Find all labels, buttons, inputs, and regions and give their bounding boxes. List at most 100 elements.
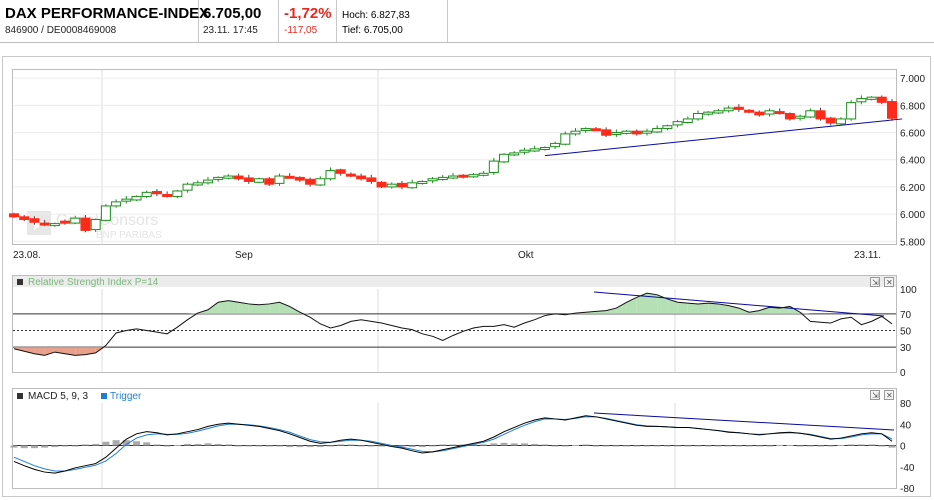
candle-up — [856, 98, 867, 103]
macd-legend-swatch — [17, 393, 23, 399]
macd-y-tick-label: 0 — [900, 442, 906, 453]
candle-down — [825, 117, 836, 124]
macd-panel: MACD 5, 9, 3 Trigger ⇲ ✕ 80 40 0 -40 -80 — [10, 388, 915, 495]
candle-up — [437, 176, 448, 181]
rsi-oversold-fill — [65, 347, 76, 356]
candle-up — [764, 110, 775, 115]
macd-histogram-bar — [235, 445, 243, 447]
trigger-legend-label: Trigger — [110, 391, 142, 402]
expand-icon: ⇲ — [872, 391, 879, 400]
candle-up — [325, 170, 336, 180]
candle-down — [345, 173, 356, 177]
rsi-overbought-fill — [769, 307, 780, 314]
macd-histogram-bar — [663, 445, 671, 447]
macd-histogram-bar — [878, 445, 886, 447]
macd-histogram-bar — [81, 444, 89, 446]
macd-histogram-bar — [265, 445, 273, 447]
macd-close-button[interactable] — [884, 390, 894, 400]
macd-histogram-bar — [204, 443, 212, 446]
candle-up — [468, 174, 479, 178]
price-cell — [199, 0, 279, 42]
candle-up — [100, 205, 111, 221]
macd-histogram-bar — [337, 444, 345, 446]
macd-histogram-bar — [623, 445, 631, 447]
candle-down — [366, 177, 377, 182]
price-y-tick-label: 5.800 — [900, 237, 925, 248]
macd-line — [13, 415, 893, 474]
trigger-legend-swatch — [101, 393, 107, 399]
rsi-overbought-fill — [606, 308, 617, 314]
rsi-overbought-fill — [687, 303, 699, 314]
macd-histogram-bar — [561, 445, 569, 447]
candle-up — [795, 115, 806, 119]
macd-histogram-bar — [286, 445, 294, 448]
candle-up — [172, 190, 183, 197]
macd-histogram-bar — [143, 442, 151, 446]
candle-down — [9, 213, 19, 218]
candle-down — [233, 175, 244, 180]
candle-up — [621, 130, 632, 134]
candle-down — [754, 111, 765, 116]
price-y-tick-label: 7.000 — [900, 74, 925, 85]
macd-histogram-bar — [531, 443, 539, 446]
rsi-overbought-fill — [698, 303, 709, 314]
candle-up — [141, 191, 152, 197]
change-absolute: -117,05 — [284, 25, 318, 36]
macd-plot-border — [12, 388, 897, 489]
rsi-trendline-segment — [593, 291, 885, 317]
rsi-oversold-fill — [95, 347, 106, 353]
macd-histogram-bar — [41, 445, 49, 448]
macd-y-tick-label: 80 — [900, 399, 912, 410]
candle-up — [70, 217, 81, 224]
macd-histogram-bar — [592, 445, 600, 447]
macd-histogram-bar — [418, 445, 426, 448]
macd-histogram-bar — [92, 443, 100, 446]
macd-histogram-bar — [255, 445, 263, 447]
candle-up — [529, 148, 540, 152]
macd-histogram-bar — [847, 444, 855, 446]
candle-up — [90, 219, 101, 231]
rsi-overbought-fill — [269, 302, 280, 314]
candle-down — [631, 130, 642, 135]
rsi-overbought-fill — [279, 302, 290, 314]
macd-trendline — [593, 412, 895, 431]
macd-histogram-bar — [704, 445, 712, 447]
rsi-close-button[interactable] — [884, 277, 894, 287]
candle-down — [305, 178, 316, 185]
rsi-line — [13, 292, 893, 356]
rsi-oversold-fill — [44, 347, 55, 356]
macd-histogram-bar — [714, 445, 722, 447]
candle-up — [662, 125, 673, 129]
candle-up — [182, 183, 193, 191]
candle-up — [693, 113, 704, 120]
price-x-tick-label: 23.08. — [13, 250, 41, 261]
price-x-tick-label: Sep — [235, 250, 253, 261]
macd-histogram-bar — [837, 444, 845, 446]
candle-up — [254, 178, 265, 183]
macd-histogram-bar — [827, 445, 835, 447]
candle-up — [202, 179, 213, 184]
macd-histogram-bar — [30, 445, 38, 449]
candle-up — [539, 146, 550, 150]
rsi-overbought-fill — [218, 300, 229, 314]
price-trendline — [544, 118, 903, 157]
candle-down — [80, 217, 91, 231]
macd-trendline-segment — [593, 412, 895, 431]
macd-histogram-bar — [316, 445, 324, 448]
macd-histogram-bar — [643, 445, 651, 447]
macd-expand-button[interactable] — [870, 390, 880, 400]
candle-up — [223, 175, 234, 179]
macd-histogram-bar — [296, 445, 304, 448]
candle-up — [121, 198, 132, 202]
macd-histogram-bar — [20, 445, 28, 449]
candle-up — [448, 175, 458, 179]
candle-down — [784, 113, 795, 120]
candle-up — [427, 178, 438, 182]
macd-legend-label: MACD 5, 9, 3 — [28, 391, 88, 402]
macd-histogram-bar — [520, 443, 528, 446]
macd-histogram-bar — [725, 445, 733, 447]
candle-down — [39, 222, 50, 226]
macd-histogram-bar — [357, 445, 365, 447]
rsi-expand-button[interactable] — [870, 277, 880, 287]
candle-down — [590, 128, 601, 132]
